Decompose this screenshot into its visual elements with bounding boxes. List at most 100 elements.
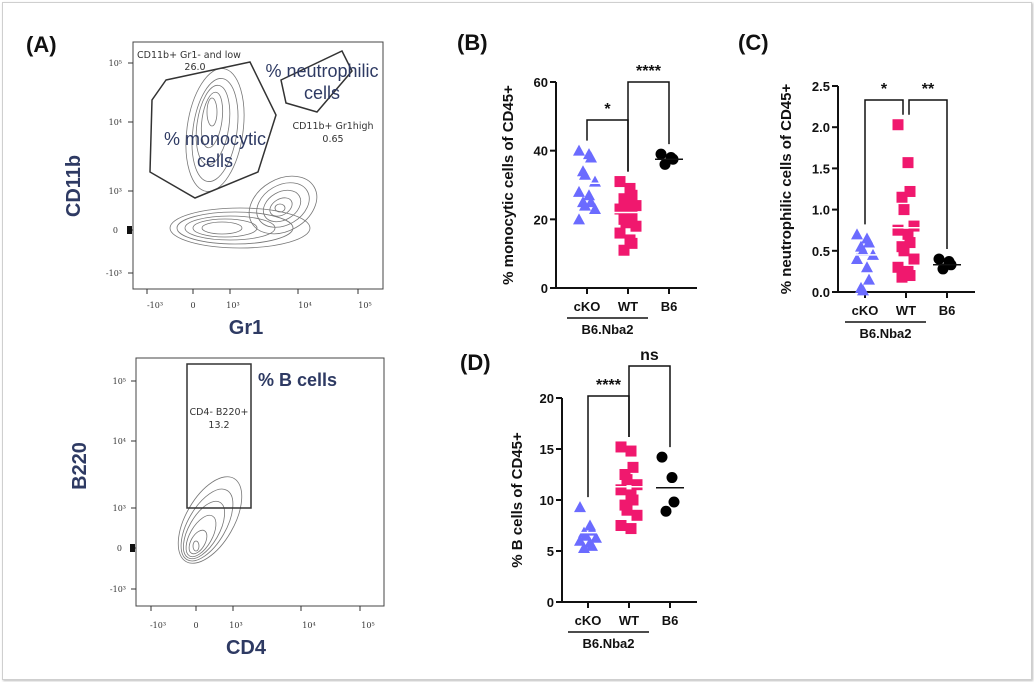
facs-y-axis-title: CD11b xyxy=(63,155,85,217)
data-point-wt xyxy=(620,217,632,229)
data-point-wt xyxy=(615,520,627,531)
facs-y-tick: -10³ xyxy=(106,269,122,278)
comparison-bracket xyxy=(628,365,671,448)
x-tick-label: cKO xyxy=(575,613,602,628)
y-tick-label: 40 xyxy=(534,144,548,159)
facs-y-tick: 10⁵ xyxy=(109,59,122,68)
facs-x-tick: 0 xyxy=(190,301,195,310)
dotplot-b-cells: 0 5 10 15 20 % B cells of CD45+ cKO WT B6 B6.Nba2… xyxy=(509,347,697,651)
data-point-wt xyxy=(902,228,914,240)
data-point-wt xyxy=(630,200,642,212)
data-point-wt xyxy=(620,196,632,208)
gate-annotation-neutrophilic: % neutrophilic xyxy=(265,61,378,81)
data-point-wt xyxy=(621,474,633,486)
y-tick-label: 2.0 xyxy=(812,120,830,135)
y-tick-label: 60 xyxy=(534,75,548,90)
facs-x-tick: 10⁵ xyxy=(358,301,371,310)
data-point-wt xyxy=(896,271,908,283)
data-point-cko xyxy=(861,261,873,273)
y-tick-label: 0 xyxy=(547,595,554,610)
x-tick-label: WT xyxy=(896,303,916,318)
y-tick-label: 10 xyxy=(540,493,554,508)
gate-label-bg xyxy=(188,403,250,431)
facs-y-tick: -10³ xyxy=(110,585,126,594)
x-tick-label: cKO xyxy=(574,299,601,314)
gate-monocytic[interactable] xyxy=(149,61,277,199)
x-tick-label: B6 xyxy=(661,299,678,314)
facs-y-tick: 0 xyxy=(113,226,118,235)
data-point-b6 xyxy=(933,253,945,265)
y-axis-title: % B cells of CD45+ xyxy=(509,432,526,568)
facs-x-tick: 10³ xyxy=(226,301,239,310)
data-point-cko xyxy=(851,228,863,240)
data-point-wt xyxy=(625,523,637,535)
y-axis-title: % neutrophilic cells of CD45+ xyxy=(778,84,795,295)
facs-y-tick: 10⁴ xyxy=(109,118,122,127)
gate-value-monocytic: 26.0 xyxy=(184,62,205,73)
group-label: B6.Nba2 xyxy=(582,636,634,651)
panel-label-d: (D) xyxy=(460,350,491,375)
y-tick-label: 1.0 xyxy=(812,203,830,218)
data-point-wt xyxy=(908,220,920,232)
y-tick-label: 0 xyxy=(541,281,548,296)
data-point-cko xyxy=(863,273,875,285)
comparison-bracket xyxy=(908,99,948,250)
data-point-wt xyxy=(898,204,910,216)
facs-axis-marker xyxy=(127,226,132,234)
facs-y-tick: 10³ xyxy=(113,504,126,513)
comparison-bracket xyxy=(586,119,629,172)
x-tick-label: B6 xyxy=(939,303,956,318)
gate-neutrophilic[interactable] xyxy=(280,50,353,113)
data-point-b6 xyxy=(660,505,672,517)
x-tick-label: WT xyxy=(618,299,638,314)
facs-x-tick: -10³ xyxy=(147,301,163,310)
data-point-wt xyxy=(631,509,643,521)
data-point-wt xyxy=(627,461,639,473)
dotplot-monocytic: 0 20 40 60 % monocytic cells of CD45+ cKO WT B6… xyxy=(500,63,697,337)
group-label: B6.Nba2 xyxy=(581,322,633,337)
gate-name-monocytic: CD11b+ Gr1- and low xyxy=(137,50,241,61)
y-axis-title: % monocytic cells of CD45+ xyxy=(500,85,517,285)
facs-x-tick: 10³ xyxy=(229,621,242,630)
data-point-wt xyxy=(904,270,916,282)
gate-annotation-monocytic-2: cells xyxy=(197,151,233,171)
data-point-cko xyxy=(586,539,598,551)
data-point-cko xyxy=(857,284,869,296)
y-tick-label: 20 xyxy=(540,391,554,406)
gate-b-cells[interactable] xyxy=(186,363,252,509)
facs-y-tick: 10⁵ xyxy=(113,377,126,386)
significance-label: * xyxy=(604,101,611,118)
data-point-wt xyxy=(626,210,638,222)
data-point-wt xyxy=(614,227,626,239)
significance-label: **** xyxy=(636,63,662,80)
facs-x-tick: -10³ xyxy=(150,621,166,630)
facs-plot-frame xyxy=(132,41,384,290)
facs-contours xyxy=(177,476,243,564)
facs-x-tick: 0 xyxy=(193,621,198,630)
panel-label-a: (A) xyxy=(26,32,57,57)
facs-x-axis-title: CD4 xyxy=(226,637,267,659)
facs-plot-b220-cd4: B220 CD4 10⁵ 10⁴ 10³ 0 -10³ -10³ 0 10³ 1… xyxy=(69,357,385,659)
facs-x-tick: 10⁵ xyxy=(361,621,374,630)
data-point-b6 xyxy=(659,158,671,170)
gate-name-neutrophilic: CD11b+ Gr1high xyxy=(292,121,373,132)
comparison-bracket xyxy=(864,99,904,225)
facs-x-tick: 10⁴ xyxy=(302,621,315,630)
gate-value-neutrophilic: 0.65 xyxy=(322,134,343,145)
facs-contours xyxy=(169,68,318,249)
data-point-wt xyxy=(624,182,636,194)
data-point-wt xyxy=(627,494,639,506)
data-point-wt xyxy=(902,157,914,169)
data-point-wt xyxy=(904,185,916,197)
data-point-wt xyxy=(908,253,920,265)
data-point-cko xyxy=(857,244,869,256)
y-tick-label: 0.0 xyxy=(812,285,830,300)
y-tick-label: 20 xyxy=(534,212,548,227)
facs-y-tick: 0 xyxy=(117,544,122,553)
comparison-bracket xyxy=(627,81,670,172)
y-tick-label: 1.5 xyxy=(812,161,830,176)
data-point-wt xyxy=(904,237,916,249)
data-point-cko xyxy=(585,196,597,208)
data-point-cko xyxy=(573,185,585,197)
